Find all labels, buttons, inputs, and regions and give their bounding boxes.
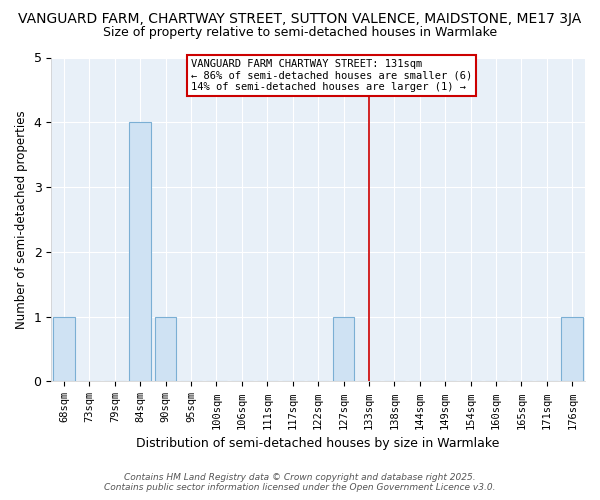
Text: Size of property relative to semi-detached houses in Warmlake: Size of property relative to semi-detach…	[103, 26, 497, 39]
Bar	[130, 122, 151, 382]
Text: VANGUARD FARM CHARTWAY STREET: 131sqm
← 86% of semi-detached houses are smaller : VANGUARD FARM CHARTWAY STREET: 131sqm ← …	[191, 59, 472, 92]
Text: Contains HM Land Registry data © Crown copyright and database right 2025.
Contai: Contains HM Land Registry data © Crown c…	[104, 473, 496, 492]
Y-axis label: Number of semi-detached properties: Number of semi-detached properties	[15, 110, 28, 329]
Bar	[333, 316, 355, 382]
Bar	[53, 316, 75, 382]
X-axis label: Distribution of semi-detached houses by size in Warmlake: Distribution of semi-detached houses by …	[136, 437, 500, 450]
Text: VANGUARD FARM, CHARTWAY STREET, SUTTON VALENCE, MAIDSTONE, ME17 3JA: VANGUARD FARM, CHARTWAY STREET, SUTTON V…	[19, 12, 581, 26]
Bar	[562, 316, 583, 382]
Bar	[155, 316, 176, 382]
